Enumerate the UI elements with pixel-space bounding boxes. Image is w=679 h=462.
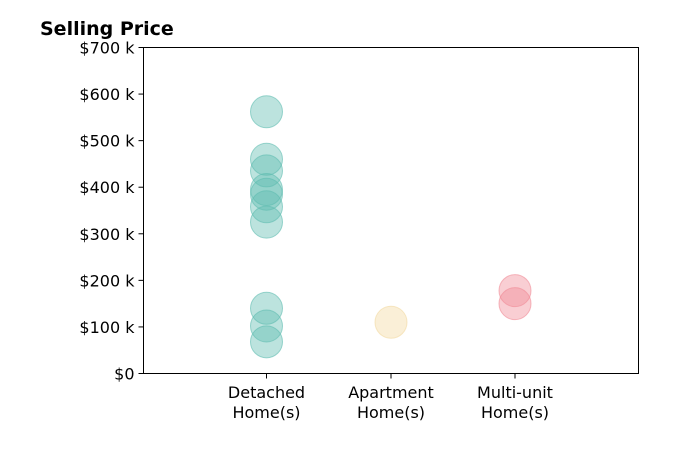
x-tick-label: Multi-unit Home(s) xyxy=(477,383,553,422)
data-point xyxy=(250,325,283,359)
y-tick-label: $300 k xyxy=(79,225,135,244)
y-tick-label: $0 xyxy=(114,365,134,384)
x-tick-label: Detached Home(s) xyxy=(228,383,305,422)
y-tick-label: $500 k xyxy=(79,132,135,151)
y-tick-label: $200 k xyxy=(79,271,135,290)
x-axis: Detached Home(s) Apartment Home(s) Multi-uni… xyxy=(228,373,553,422)
y-tick-label: $700 k xyxy=(79,39,135,58)
data-point xyxy=(250,154,283,188)
data-point xyxy=(250,190,283,224)
y-tick-label: $400 k xyxy=(79,178,135,197)
chart-title: Selling Price xyxy=(40,18,174,40)
x-tick-label: Apartment Home(s) xyxy=(348,383,434,422)
data-point xyxy=(250,291,283,325)
data-point xyxy=(250,177,283,211)
data-point xyxy=(498,287,532,321)
y-axis: $0 $100 k $200 k $300 k $400 k $500 k $600 k $7… xyxy=(79,39,144,384)
data-point xyxy=(250,173,283,207)
data-point xyxy=(250,142,283,176)
data-point xyxy=(250,205,283,239)
y-tick-label: $600 k xyxy=(79,85,135,104)
y-tick-label: $100 k xyxy=(79,318,135,337)
data-point xyxy=(498,274,532,308)
data-point xyxy=(374,305,408,339)
data-points xyxy=(250,95,532,359)
data-point xyxy=(250,95,283,129)
